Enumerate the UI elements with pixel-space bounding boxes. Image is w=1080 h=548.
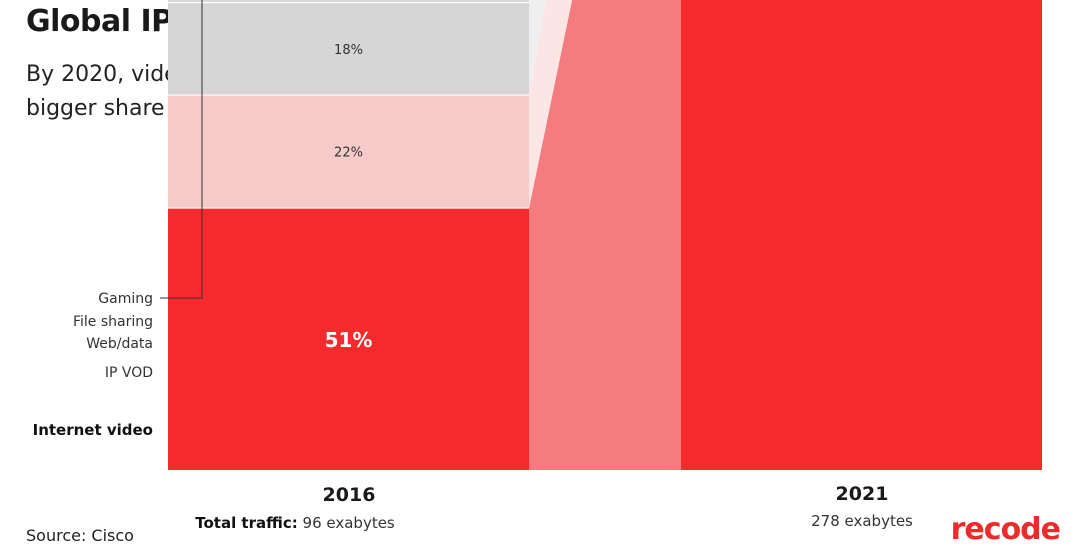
total-traffic-label: Total traffic: xyxy=(195,514,298,532)
legend-label-internet-video: Internet video xyxy=(32,421,153,439)
recode-logo: recode xyxy=(950,512,1061,547)
year-label-2016: 2016 xyxy=(322,484,376,506)
bar-2016-ip-vod xyxy=(168,95,529,209)
data-label-2016-web-data: 18% xyxy=(334,43,363,58)
connector-file-sharing xyxy=(529,0,530,3)
connector-internet-video xyxy=(529,0,681,470)
bar-2016-internet-video xyxy=(168,208,529,470)
year-label-2021: 2021 xyxy=(835,483,889,505)
total-2016: Total traffic: 96 exabytes xyxy=(165,514,425,532)
data-label-2016-internet-video: 51% xyxy=(325,328,373,352)
data-label-2016-ip-vod: 22% xyxy=(334,146,363,161)
total-2021: 278 exabytes xyxy=(732,512,992,530)
source-note: Source: Cisco xyxy=(26,526,134,545)
bar-2021-internet-video xyxy=(681,0,1042,470)
connector-web-data xyxy=(529,0,547,96)
legend-label-file-sharing: File sharing xyxy=(72,314,153,330)
legend-label-ip-vod: IP VOD xyxy=(104,365,153,381)
connector-ip-vod xyxy=(529,0,573,209)
gaming-leader-line xyxy=(160,0,203,299)
bar-2016-web-data xyxy=(168,2,529,96)
total-value-2021: 278 exabytes xyxy=(811,512,913,530)
legend-label-gaming: Gaming xyxy=(98,291,153,307)
bar-2016-file-sharing xyxy=(168,0,529,3)
total-value-2016: 96 exabytes xyxy=(302,514,395,532)
legend-label-web-data: Web/data xyxy=(86,336,153,352)
